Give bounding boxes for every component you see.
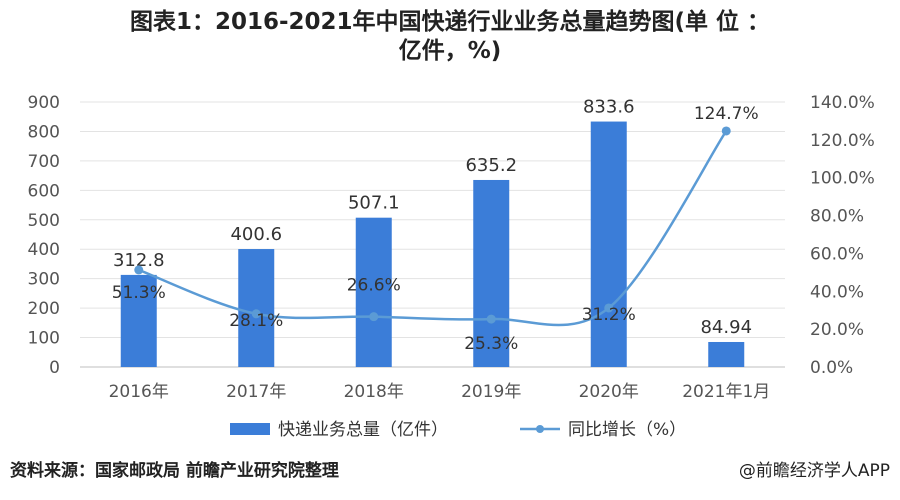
growth-point [369,312,379,322]
gridlines [80,101,785,368]
left-axis-tick-label: 0 [49,358,60,378]
x-axis-label: 2018年 [344,382,404,402]
chart-title-line-1: 图表1：2016-2021年中国快递行业业务总量趋势图(单 位 ： [129,9,771,35]
left-axis-tick-label: 400 [28,240,60,260]
growth-point [134,265,144,275]
left-axis-tick-label: 900 [28,93,60,113]
chart-title-line-2: 亿件，%) [398,38,502,64]
chart-area: 0 100 200 300 400 500 600 700 800 900 0.0% 20.0% 40… [28,93,875,440]
growth-data-label: 28.1% [229,311,283,331]
bar-data-label: 312.8 [113,250,165,271]
growth-data-label: 26.6% [347,276,401,296]
growth-point [251,309,261,319]
growth-point [604,303,614,313]
bar [355,217,392,367]
right-axis-tick-label: 0.0% [810,358,853,378]
legend-bar-label: 快递业务总量（亿件） [278,420,448,440]
x-axis-label: 2017年 [226,382,286,402]
bar-data-label: 833.6 [583,97,635,118]
x-axis-label: 2021年1月 [682,382,770,402]
right-axis-tick-label: 20.0% [810,320,864,340]
left-axis-tick-label: 300 [28,270,60,290]
bar-series: 312.8 400.6 507.1 635.2 833.6 84.94 [113,97,752,367]
legend-line-marker [536,425,544,433]
growth-data-label: 124.7% [694,104,759,124]
growth-point [486,314,496,324]
x-axis-label: 2019年 [461,382,521,402]
left-axis-ticks: 0 100 200 300 400 500 600 700 800 900 [28,93,60,378]
right-axis-tick-label: 140.0% [810,93,875,113]
bar [590,121,627,367]
left-axis-tick-label: 700 [28,152,60,172]
legend-bar-swatch [230,423,270,435]
left-axis-tick-label: 600 [28,181,60,201]
growth-point [721,126,731,136]
source-note: 资料来源：国家邮政局 前瞻产业研究院整理 [10,461,339,481]
growth-data-label: 31.2% [582,305,636,325]
growth-line [138,130,728,327]
bar-data-label: 84.94 [700,317,752,338]
growth-data-label: 25.3% [464,334,518,354]
right-axis-ticks: 0.0% 20.0% 40.0% 60.0% 80.0% 100.0% 120.0% 140.… [810,93,875,378]
chart-title: 图表1：2016-2021年中国快递行业业务总量趋势图(单 位 ： 亿件，%) [0,8,900,66]
right-axis-tick-label: 60.0% [810,244,864,264]
left-axis-tick-label: 500 [28,211,60,231]
x-axis-label: 2020年 [579,382,639,402]
line-series: 51.3% 28.1% 26.6% 25.3% 31.2% 124.7% [112,104,759,354]
left-axis-tick-label: 100 [28,329,60,349]
credit-note: @前瞻经济学人APP [738,461,890,481]
right-axis-tick-label: 100.0% [810,169,875,189]
left-axis-tick-label: 800 [28,122,60,142]
bar-data-label: 635.2 [465,155,517,176]
x-axis-label: 2016年 [109,382,169,402]
bar [238,249,275,367]
legend: 快递业务总量（亿件） 同比增长（%） [230,420,686,440]
right-axis-tick-label: 80.0% [810,207,864,227]
bar [473,179,510,367]
x-axis-labels: 2016年 2017年 2018年 2019年 2020年 2021年1月 [109,382,771,402]
bar-data-label: 507.1 [348,193,400,214]
right-axis-tick-label: 40.0% [810,282,864,302]
right-axis-tick-label: 120.0% [810,131,875,151]
left-axis-tick-label: 200 [28,299,60,319]
bar [120,274,157,367]
growth-data-label: 51.3% [112,283,166,303]
legend-line-label: 同比增长（%） [568,420,686,440]
bar [708,341,745,367]
bar-data-label: 400.6 [230,224,282,245]
